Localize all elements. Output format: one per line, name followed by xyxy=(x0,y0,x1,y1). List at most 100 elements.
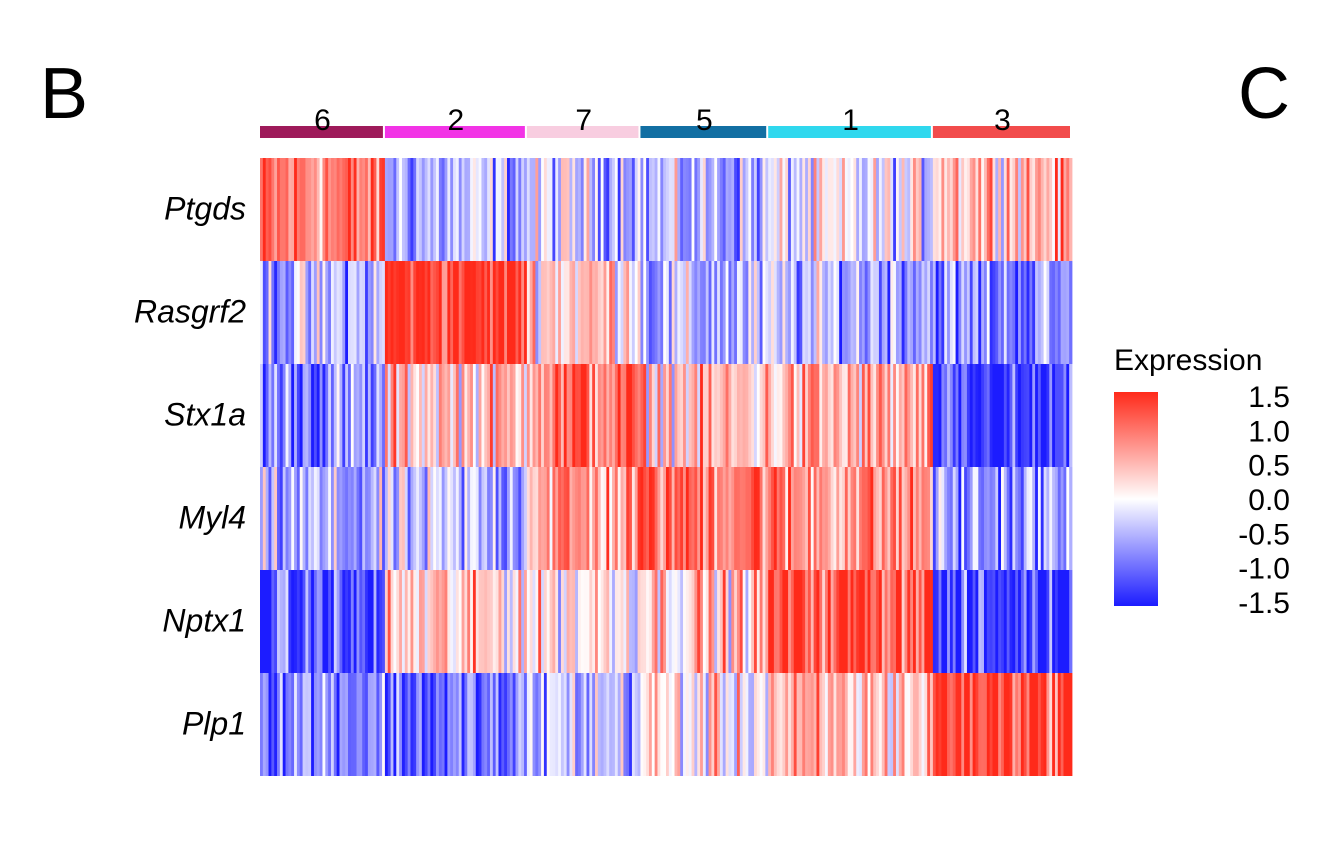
heatmap-cell xyxy=(478,364,482,467)
heatmap-cell xyxy=(813,467,817,570)
heatmap-cell xyxy=(617,673,621,776)
heatmap-cell xyxy=(819,364,823,467)
heatmap-cell xyxy=(754,364,758,467)
heatmap-cell xyxy=(501,364,505,467)
heatmap-cell xyxy=(827,673,832,776)
heatmap-cell xyxy=(754,570,758,673)
heatmap-cell xyxy=(947,158,951,261)
cluster-label-3: 3 xyxy=(994,104,1011,137)
heatmap-cell xyxy=(779,467,783,570)
heatmap-cell xyxy=(708,467,712,570)
heatmap-cell xyxy=(609,467,613,570)
heatmap-cell xyxy=(1052,261,1056,364)
heatmap-cell xyxy=(683,158,687,261)
heatmap-cell xyxy=(504,261,508,364)
heatmap-cell xyxy=(401,364,406,467)
heatmap-cell xyxy=(651,158,656,261)
heatmap-cell xyxy=(507,261,511,364)
heatmap-cell xyxy=(631,261,636,364)
heatmap-cell xyxy=(546,570,550,673)
heatmap-cell xyxy=(918,673,922,776)
heatmap-cell xyxy=(521,364,525,467)
heatmap-cell xyxy=(884,673,888,776)
heatmap-cell xyxy=(785,261,789,364)
heatmap-cell xyxy=(768,570,772,673)
heatmap-cell xyxy=(1040,467,1045,570)
heatmap-cell xyxy=(802,261,806,364)
heatmap-cell xyxy=(975,158,979,261)
heatmap-cell xyxy=(1009,570,1013,673)
heatmap-cell xyxy=(972,467,976,570)
heatmap-cell xyxy=(322,467,326,570)
heatmap-cell xyxy=(663,467,667,570)
heatmap-cell xyxy=(1060,261,1064,364)
heatmap-cell xyxy=(1012,467,1016,570)
heatmap-cell xyxy=(302,570,306,673)
heatmap-cell xyxy=(1026,570,1030,673)
heatmap-cell xyxy=(583,467,587,570)
heatmap-cell xyxy=(671,158,675,261)
heatmap-cell xyxy=(983,158,988,261)
heatmap-cell xyxy=(507,158,511,261)
heatmap-cell xyxy=(938,158,942,261)
heatmap-cell xyxy=(748,158,752,261)
gene-label-myl4: Myl4 xyxy=(178,500,246,536)
heatmap-cell xyxy=(910,673,914,776)
heatmap-cell xyxy=(859,673,863,776)
heatmap-cell xyxy=(623,364,627,467)
heatmap-cell xyxy=(367,570,372,673)
cluster-bar-3 xyxy=(932,126,1070,138)
heatmap-cell xyxy=(1006,364,1010,467)
heatmap-cell xyxy=(907,158,911,261)
heatmap-cell xyxy=(782,261,786,364)
heatmap-cell xyxy=(932,570,937,673)
heatmap-cell xyxy=(822,261,826,364)
heatmap-cell xyxy=(878,467,883,570)
heatmap-cell xyxy=(302,673,306,776)
heatmap-cell xyxy=(773,158,778,261)
heatmap-cell xyxy=(512,364,516,467)
heatmap-cell xyxy=(1060,364,1064,467)
heatmap-cell xyxy=(597,364,602,467)
heatmap-cell xyxy=(529,364,533,467)
heatmap-cell xyxy=(629,261,633,364)
heatmap-cell xyxy=(285,261,289,364)
heatmap-cell xyxy=(612,673,616,776)
heatmap-cell xyxy=(660,673,664,776)
heatmap-cell xyxy=(260,261,264,364)
heatmap-cell xyxy=(566,261,570,364)
heatmap-cell xyxy=(583,364,587,467)
heatmap-cell xyxy=(526,261,531,364)
heatmap-cell xyxy=(407,467,411,570)
heatmap-cell xyxy=(731,673,735,776)
heatmap-cell xyxy=(620,570,624,673)
heatmap-cell xyxy=(353,158,357,261)
heatmap-cell xyxy=(660,570,664,673)
heatmap-cell xyxy=(464,673,468,776)
heatmap-cell xyxy=(1066,673,1070,776)
heatmap-cell xyxy=(842,364,846,467)
heatmap-cell xyxy=(859,158,863,261)
heatmap-cell xyxy=(799,570,803,673)
heatmap-cell xyxy=(654,570,658,673)
heatmap-cell xyxy=(606,364,610,467)
heatmap-cell xyxy=(1018,570,1022,673)
heatmap-cell xyxy=(359,158,363,261)
heatmap-cell xyxy=(646,673,650,776)
heatmap-cell xyxy=(470,467,474,570)
heatmap-cell xyxy=(592,673,596,776)
heatmap-cell xyxy=(722,364,727,467)
heatmap-cell xyxy=(697,570,701,673)
heatmap-cell xyxy=(969,158,974,261)
heatmap-cell xyxy=(294,158,298,261)
heatmap-cell xyxy=(339,673,343,776)
heatmap-cell xyxy=(268,261,272,364)
heatmap-cell xyxy=(637,570,641,673)
heatmap-cell xyxy=(538,673,542,776)
heatmap-cell xyxy=(842,570,846,673)
heatmap-cell xyxy=(345,467,349,570)
heatmap-cell xyxy=(958,364,962,467)
heatmap-cell xyxy=(271,467,275,570)
heatmap-cell xyxy=(745,261,749,364)
heatmap-cell xyxy=(262,158,267,261)
